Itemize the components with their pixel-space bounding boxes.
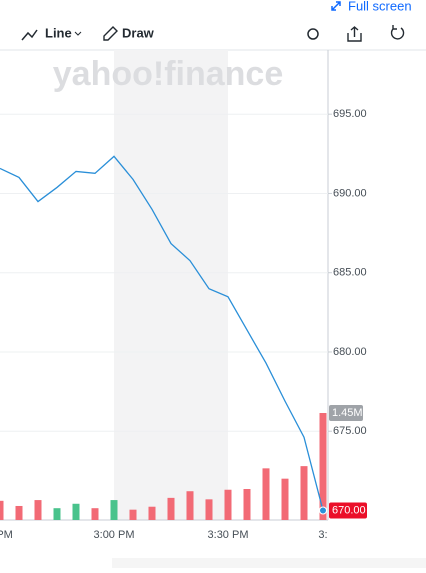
volume-bar [34,500,42,520]
volume-bar [91,508,99,520]
x-tick-label: 3:00 PM [94,529,135,541]
line-label: Line [45,25,72,40]
y-tick-label: 675.00 [333,425,367,437]
chevron [74,31,82,36]
volume-bar [281,478,289,520]
volume-bar [110,500,118,520]
volume-label-box [329,405,363,421]
volume-bar [148,506,156,520]
y-tick-label: 680.00 [333,346,367,358]
volume-bar [72,503,80,520]
volume-bar [186,491,194,520]
volume-bar [0,500,4,520]
volume-label: 1.45M [332,407,363,419]
icon [21,29,38,41]
x-tick-label: 0 PM [0,529,13,541]
last-point [319,506,327,515]
y-tick-label: 695.00 [333,108,367,120]
x-tick-label: 3:30 PM [208,529,249,541]
reset-button[interactable] [390,25,405,40]
price-line [0,155,324,511]
fullscreen-button[interactable]: Full screen [331,0,412,13]
icon [103,26,118,41]
volume-bar [53,508,61,520]
price-label-box [329,502,367,519]
line-button[interactable]: Line [21,25,82,41]
volume-bar [205,499,213,520]
volume-bar [167,497,175,520]
volume-bar [224,489,232,520]
fullscreen-label: Full screen [348,0,412,13]
y-tick-label: 685.00 [333,267,367,279]
ad-strip [112,558,426,568]
icon [331,1,341,11]
share-button[interactable] [347,26,362,42]
shaded-session [114,50,228,520]
volume-bar [15,505,23,520]
draw-button[interactable]: Draw [103,25,155,41]
watermark: yahoo!finance [53,55,283,93]
price-label: 670.00 [332,504,366,516]
volume-bar [129,509,137,520]
x-tick-label: 3: [318,529,327,541]
draw-label: Draw [122,25,155,40]
volume-bar [300,466,308,520]
settings-button[interactable] [307,28,319,40]
volume-bar [262,468,270,520]
y-tick-label: 690.00 [333,187,367,199]
volume-bar [243,489,251,520]
volume-bar [319,413,327,520]
